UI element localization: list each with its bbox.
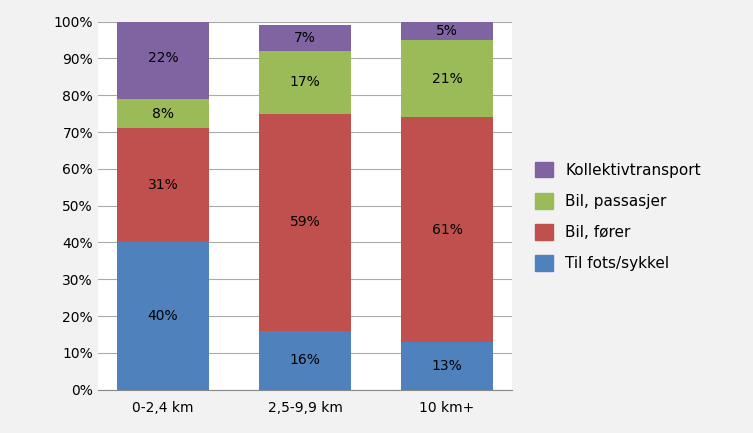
Text: 5%: 5%: [436, 24, 458, 38]
Text: 17%: 17%: [290, 75, 320, 89]
Text: 31%: 31%: [148, 178, 178, 192]
Bar: [259, 331, 351, 390]
Text: 8%: 8%: [152, 107, 174, 121]
Bar: [117, 242, 209, 390]
Bar: [401, 342, 493, 390]
Bar: [117, 99, 209, 128]
Bar: [259, 51, 351, 114]
Bar: [401, 22, 493, 40]
Text: 13%: 13%: [431, 359, 462, 373]
Text: 40%: 40%: [148, 309, 178, 323]
Bar: [401, 117, 493, 342]
Text: 7%: 7%: [294, 31, 316, 45]
Text: 22%: 22%: [148, 52, 178, 65]
Bar: [401, 40, 493, 117]
Bar: [117, 128, 209, 242]
Legend: Kollektivtransport, Bil, passasjer, Bil, fører, Til fots/sykkel: Kollektivtransport, Bil, passasjer, Bil,…: [535, 162, 701, 271]
Bar: [259, 114, 351, 331]
Text: 59%: 59%: [290, 215, 320, 229]
Text: 21%: 21%: [431, 72, 462, 86]
Text: 16%: 16%: [289, 353, 321, 367]
Bar: [259, 26, 351, 51]
Bar: [117, 18, 209, 99]
Text: 61%: 61%: [431, 223, 462, 236]
